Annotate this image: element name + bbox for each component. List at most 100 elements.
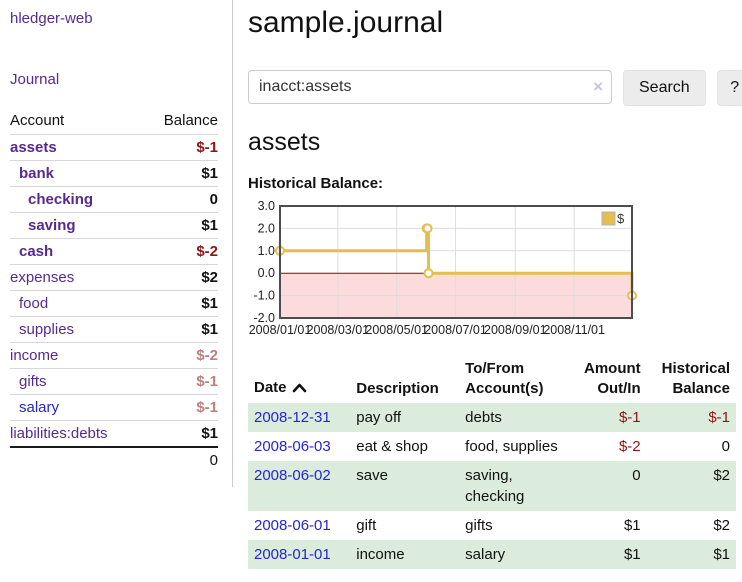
account-balance: $-2: [143, 238, 218, 265]
account-balance: $1: [143, 316, 218, 343]
transaction-date: 2008-12-31: [248, 403, 350, 432]
transaction-date-link[interactable]: 2008-06-02: [254, 466, 331, 484]
transaction-balance: $2: [713, 466, 730, 484]
legend-label: $: [617, 211, 625, 226]
account-link[interactable]: income: [10, 347, 59, 364]
main-content: sample.journal × Search ? assets Histori…: [233, 0, 742, 569]
account-link[interactable]: expenses: [10, 269, 75, 286]
accounts-header-balance: Balance: [163, 112, 218, 129]
legend-swatch: [601, 211, 616, 226]
transaction-row: 2008-01-01 income salary $1 $1: [248, 539, 736, 569]
account-balance: $1: [143, 212, 218, 239]
x-axis-tick-label: 2008/07/01: [424, 323, 487, 337]
register-header-accounts: To/From Account(s): [465, 360, 544, 398]
y-axis-tick-label: 0.0: [258, 266, 275, 280]
account-link[interactable]: salary: [19, 399, 60, 416]
transaction-date-link[interactable]: 2008-12-31: [254, 408, 331, 426]
clear-search-icon[interactable]: ×: [593, 77, 603, 96]
transaction-date-link[interactable]: 2008-01-01: [254, 545, 331, 563]
account-link[interactable]: saving: [28, 217, 76, 234]
account-balance: $-1: [143, 394, 218, 421]
search-form: × Search ?: [248, 70, 742, 106]
search-input[interactable]: [248, 70, 612, 104]
transaction-accounts: salary: [465, 545, 506, 563]
balance-chart: $3.0 2.0 1.0 0.0 -1.0 -2.02008/01/012008/03/0…: [249, 199, 637, 337]
accounts-total-value: 0: [143, 446, 218, 473]
transaction-description: eat & shop: [356, 437, 428, 455]
register-header-balance: Historical Balance: [661, 360, 730, 398]
account-row: saving $1: [10, 212, 218, 239]
transaction-accounts: gifts: [465, 516, 493, 534]
account-link[interactable]: assets: [10, 139, 57, 156]
register-table-body: 2008-12-31 pay off debts $-1 $-1 2008-06-03 ea…: [248, 402, 736, 569]
search-box: ×: [248, 70, 612, 106]
transaction-accounts: debts: [465, 408, 502, 426]
account-link[interactable]: gifts: [19, 373, 47, 390]
account-row: food $1: [10, 290, 218, 317]
transaction-date: 2008-01-01: [248, 540, 350, 569]
account-balance: 0: [143, 186, 218, 213]
data-point-marker: [422, 223, 433, 234]
register-account-heading: assets: [248, 128, 321, 156]
x-axis-tick-label: 2008/05/01: [365, 323, 428, 337]
y-axis-tick-label: 3.0: [258, 199, 275, 213]
transaction-amount: $1: [623, 545, 641, 563]
transaction-amount: $1: [623, 516, 641, 534]
account-balance: $-1: [143, 368, 218, 395]
transaction-balance: $2: [713, 516, 730, 534]
account-row: liabilities:debts $1: [10, 420, 218, 447]
transaction-date-link[interactable]: 2008-06-03: [254, 437, 331, 455]
x-axis-tick-label: 2008/11/01: [543, 323, 605, 337]
account-link[interactable]: checking: [28, 191, 94, 208]
account-row: income $-2: [10, 342, 218, 369]
account-link[interactable]: food: [19, 295, 49, 312]
transaction-row: 2008-06-01 gift gifts $1 $2: [248, 511, 736, 540]
transaction-balance: $1: [713, 545, 730, 563]
account-row: supplies $1: [10, 316, 218, 343]
transaction-description: gift: [356, 516, 377, 534]
transaction-description: pay off: [356, 408, 402, 426]
accounts-total-row: 0: [10, 446, 218, 473]
x-axis-tick-label: 2008/01/01: [249, 323, 312, 337]
accounts-header-account: Account: [10, 112, 65, 129]
y-axis-tick-label: 1.0: [258, 244, 275, 258]
account-link[interactable]: cash: [19, 243, 54, 260]
register-header-date[interactable]: Date: [248, 356, 350, 403]
account-row: checking 0: [10, 186, 218, 213]
register-table: Date Description To/From Account(s) Amou…: [248, 356, 736, 569]
search-button[interactable]: Search: [623, 70, 706, 106]
chart-title: Historical Balance:: [248, 175, 384, 192]
y-axis-tick-label: 2.0: [258, 221, 275, 235]
transaction-balance: 0: [721, 437, 730, 455]
help-button[interactable]: ?: [716, 70, 742, 106]
account-row: cash $-2: [10, 238, 218, 265]
account-balance: $2: [143, 264, 218, 291]
y-axis-tick-label: -2.0: [253, 311, 275, 325]
data-point-marker: [423, 268, 434, 279]
transaction-date: 2008-06-02: [248, 461, 350, 511]
sidebar: hledger-web Journal Account Balance asse…: [0, 0, 233, 487]
account-row: gifts $-1: [10, 368, 218, 395]
sidebar-item-journal[interactable]: Journal: [10, 71, 60, 88]
y-axis-tick-label: -1.0: [253, 289, 275, 303]
app-window: hledger-web Journal Account Balance asse…: [0, 0, 742, 569]
account-link[interactable]: liabilities:debts: [10, 425, 108, 442]
account-row: assets $-1: [10, 134, 218, 161]
transaction-accounts: food, supplies: [465, 437, 558, 455]
account-balance: $1: [143, 160, 218, 187]
register-header-amount: Amount Out/In: [583, 360, 641, 398]
accounts-table: Account Balance assets $-1 bank $1 checking 0…: [10, 106, 218, 473]
app-title-link[interactable]: hledger-web: [10, 10, 93, 27]
account-balance: $-1: [143, 134, 218, 161]
accounts-table-body: assets $-1 bank $1 checking 0 saving $1 cash $-2 e…: [10, 134, 218, 447]
transaction-date-link[interactable]: 2008-06-01: [254, 516, 331, 534]
transaction-amount: $-1: [618, 408, 641, 426]
page-title: sample.journal: [248, 6, 444, 39]
register-header-description: Description: [356, 380, 439, 398]
account-link[interactable]: bank: [19, 165, 55, 182]
account-link[interactable]: supplies: [19, 321, 75, 338]
sort-ascending-icon: [292, 379, 307, 399]
transaction-date: 2008-06-01: [248, 511, 350, 540]
transaction-balance: $-1: [708, 408, 730, 426]
transaction-amount: $-2: [618, 437, 641, 455]
